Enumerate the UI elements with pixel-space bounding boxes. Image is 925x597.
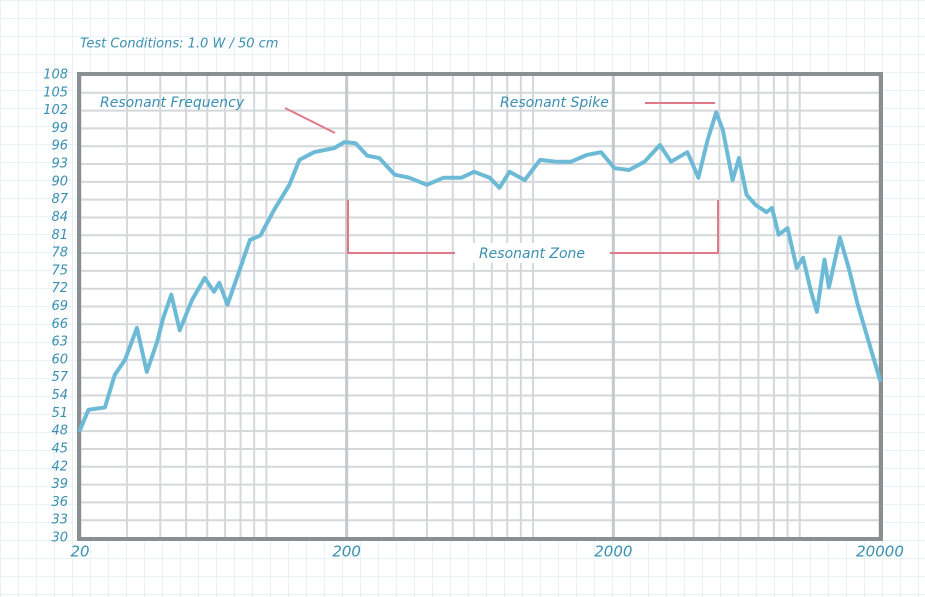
annotation: Resonant Frequency <box>100 95 245 111</box>
y-tick-label: 36 <box>51 495 68 510</box>
annotation: Resonant Zone <box>479 246 585 262</box>
subtitle: Test Conditions: 1.0 W / 50 cm <box>80 37 278 52</box>
y-tick-label: 84 <box>51 210 68 225</box>
y-tick-label: 78 <box>51 246 68 261</box>
y-tick-label: 60 <box>51 352 68 367</box>
plot-frame <box>77 72 883 541</box>
grid <box>78 74 882 539</box>
y-tick-label: 63 <box>51 335 68 350</box>
y-tick-label: 105 <box>43 85 68 100</box>
y-tick-label: 99 <box>51 121 68 136</box>
y-tick-label: 51 <box>51 406 68 421</box>
y-tick-label: 33 <box>51 513 68 528</box>
y-tick-label: 81 <box>51 228 68 243</box>
y-tick-label: 75 <box>51 263 68 278</box>
x-tick-label: 2000 <box>594 543 632 561</box>
label-background <box>455 243 610 263</box>
response-line <box>78 110 882 432</box>
y-tick-label: 87 <box>51 192 68 207</box>
y-tick-label: 30 <box>51 531 68 546</box>
y-tick-label: 102 <box>43 103 68 118</box>
annotation: Resonant Spike <box>500 95 609 111</box>
y-tick-label: 108 <box>43 68 68 83</box>
y-tick-label: 93 <box>51 157 68 172</box>
y-tick-label: 54 <box>51 388 68 403</box>
x-tick-label: 20000 <box>856 543 904 561</box>
x-tick-label: 20 <box>70 543 89 561</box>
annotation-line <box>284 107 336 134</box>
y-tick-label: 45 <box>51 441 68 456</box>
y-tick-label: 66 <box>51 317 68 332</box>
data-layer <box>78 110 882 432</box>
annotations: Resonant Frequency Resonant Spike Resona… <box>100 95 719 263</box>
y-tick-label: 57 <box>51 370 68 385</box>
y-tick-label: 90 <box>51 174 68 189</box>
y-tick-label: 96 <box>51 139 68 154</box>
x-tick-label: 200 <box>332 543 361 561</box>
y-tick-label: 39 <box>51 477 68 492</box>
y-tick-label: 72 <box>51 281 68 296</box>
y-tick-label: 42 <box>51 459 68 474</box>
y-tick-label: 69 <box>51 299 68 314</box>
y-tick-label: 48 <box>51 424 68 439</box>
